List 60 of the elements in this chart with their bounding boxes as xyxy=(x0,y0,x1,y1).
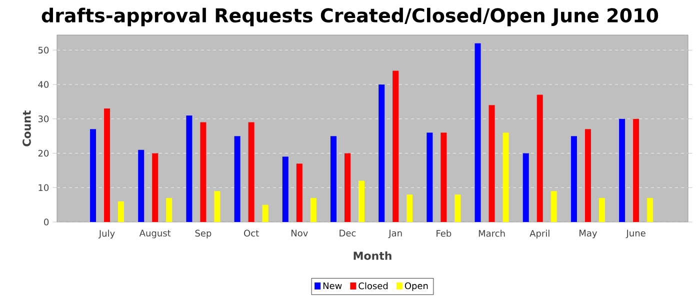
bar xyxy=(474,43,481,222)
x-tick-label: August xyxy=(139,230,171,238)
y-tick-label: 40 xyxy=(38,81,49,88)
bar xyxy=(358,180,364,222)
bar xyxy=(104,108,110,222)
bar xyxy=(330,136,336,222)
bar xyxy=(118,201,124,222)
bar xyxy=(454,194,461,222)
legend-label: New xyxy=(323,282,342,290)
y-tick-label: 30 xyxy=(38,115,49,122)
bar xyxy=(619,118,626,222)
x-tick-label: May xyxy=(580,230,598,238)
bar xyxy=(248,122,254,222)
x-tick-label: Nov xyxy=(292,230,308,236)
bar xyxy=(488,105,495,222)
y-tick-label: 20 xyxy=(38,150,49,157)
bar xyxy=(262,204,268,222)
x-tick-label: Jan xyxy=(388,230,402,238)
bar xyxy=(426,132,433,222)
bar xyxy=(570,136,577,222)
bar xyxy=(186,115,192,222)
bar xyxy=(598,198,605,222)
legend-label: Open xyxy=(404,282,428,291)
y-axis-title: Count xyxy=(22,110,31,146)
legend-label: Closed xyxy=(358,282,388,290)
bar xyxy=(502,132,509,222)
bar xyxy=(522,153,529,222)
x-tick-label: Oct xyxy=(244,230,259,237)
bar xyxy=(282,156,288,222)
bar xyxy=(647,198,654,222)
bar xyxy=(584,129,591,222)
x-tick-label: April xyxy=(530,230,550,239)
y-tick-label: 50 xyxy=(38,46,49,54)
bar xyxy=(152,153,158,222)
bar xyxy=(633,118,640,222)
bar xyxy=(296,164,302,222)
x-tick-label: June xyxy=(626,230,646,238)
chart-title: drafts-approval Requests Created/Closed/Open June 2010 xyxy=(42,8,658,26)
x-tick-label: Dec xyxy=(340,230,356,236)
bar xyxy=(536,94,543,222)
y-tick-label: 0 xyxy=(44,218,49,226)
bar xyxy=(378,84,385,222)
bar xyxy=(234,136,240,222)
bar xyxy=(166,198,172,222)
x-tick-label: Feb xyxy=(436,230,452,237)
y-tick-label: 10 xyxy=(38,184,49,192)
bar xyxy=(392,70,399,222)
bar xyxy=(90,129,96,222)
bar xyxy=(550,191,557,222)
x-tick-label: Sep xyxy=(195,230,212,238)
bar xyxy=(200,122,206,222)
bar xyxy=(406,194,413,222)
bar xyxy=(214,191,220,222)
bar xyxy=(440,132,447,222)
x-axis-title: Month xyxy=(354,251,392,260)
bar xyxy=(310,198,316,222)
bar xyxy=(344,153,350,222)
x-tick-label: July xyxy=(98,230,115,239)
bar xyxy=(138,150,144,222)
x-tick-label: March xyxy=(478,230,505,237)
